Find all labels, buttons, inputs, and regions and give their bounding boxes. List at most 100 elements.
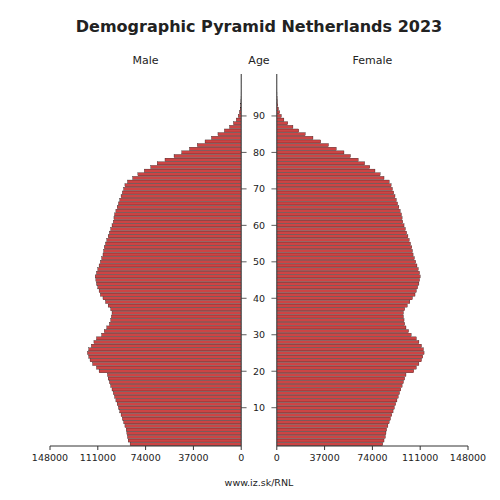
bar — [277, 384, 402, 387]
bar — [111, 315, 241, 318]
bar — [277, 173, 380, 176]
tick-mark — [241, 298, 246, 299]
series-header: Male — [133, 54, 159, 67]
tick-mark — [271, 225, 276, 226]
bar — [111, 227, 241, 230]
bar — [277, 424, 388, 427]
bar — [120, 410, 241, 413]
bar — [277, 235, 408, 238]
tick-mark — [420, 446, 421, 450]
tick-mark — [271, 261, 276, 262]
bar — [277, 264, 417, 267]
bar — [144, 169, 241, 172]
bar — [277, 224, 404, 227]
bar — [277, 242, 411, 245]
bar — [98, 286, 241, 289]
bar — [277, 238, 409, 241]
tick-mark — [241, 115, 246, 116]
bar — [277, 399, 397, 402]
bar — [277, 206, 399, 209]
bar — [127, 432, 241, 435]
tick-label: 37000 — [309, 452, 339, 463]
tick-mark — [271, 371, 276, 372]
tick-label: 148000 — [32, 452, 68, 463]
bar — [277, 195, 395, 198]
bar — [277, 326, 406, 329]
tick-mark — [97, 446, 98, 450]
bar — [277, 253, 413, 256]
bar — [277, 435, 386, 438]
bar — [277, 311, 404, 314]
tick-mark — [372, 446, 373, 450]
bar — [107, 326, 241, 329]
bar — [277, 114, 282, 117]
bar — [128, 439, 241, 442]
bar — [277, 428, 387, 431]
bar — [277, 410, 393, 413]
bar — [277, 162, 365, 165]
tick-mark — [50, 446, 51, 450]
bar — [103, 297, 241, 300]
bar — [277, 213, 402, 216]
bar — [277, 282, 419, 285]
bar — [90, 359, 241, 362]
tick-mark — [241, 152, 246, 153]
bar — [133, 176, 242, 179]
tick-label: 111000 — [80, 452, 116, 463]
tick-mark — [241, 225, 246, 226]
bar — [277, 297, 413, 300]
series-header: Female — [353, 54, 393, 67]
bar — [108, 377, 241, 380]
tick-label: 90 — [253, 110, 265, 121]
bar — [277, 406, 395, 409]
bar — [97, 271, 242, 274]
bar — [91, 344, 241, 347]
tick-mark — [271, 188, 276, 189]
bar — [277, 395, 398, 398]
chart-container: Demographic Pyramid Netherlands 2023Male… — [0, 0, 500, 500]
bar — [125, 184, 241, 187]
bar — [277, 220, 403, 223]
bar — [277, 260, 416, 263]
bar — [277, 286, 418, 289]
bar — [230, 125, 242, 128]
bar — [277, 184, 391, 187]
tick-label: 50 — [253, 256, 265, 267]
bar — [277, 275, 420, 278]
bar — [197, 144, 241, 147]
tick-mark — [271, 115, 276, 116]
bar — [277, 289, 417, 292]
tick-label: 20 — [253, 366, 265, 377]
bar — [277, 268, 418, 271]
bar — [113, 392, 241, 395]
chart-svg: Demographic Pyramid Netherlands 2023Male… — [0, 0, 500, 500]
bar — [277, 187, 393, 190]
bar — [122, 417, 241, 420]
bar — [277, 271, 420, 274]
bar — [236, 118, 241, 121]
bar — [97, 366, 242, 369]
bar — [277, 129, 299, 132]
tick-mark — [193, 446, 194, 450]
bar — [109, 381, 241, 384]
tick-mark — [271, 407, 276, 408]
bar — [277, 421, 389, 424]
bar — [277, 136, 313, 139]
bar — [165, 158, 241, 161]
bar — [102, 257, 242, 260]
bar — [277, 293, 415, 296]
tick-mark — [145, 446, 146, 450]
tick-label: 80 — [253, 147, 265, 158]
bar — [99, 264, 241, 267]
center-line — [276, 74, 277, 446]
bar — [277, 191, 394, 194]
bar — [114, 217, 241, 220]
bar — [277, 348, 424, 351]
bar — [277, 359, 422, 362]
bar — [277, 439, 384, 442]
center-line — [241, 74, 242, 446]
bar — [121, 195, 241, 198]
age-axis: 102030405060708090 — [241, 74, 277, 446]
bar — [138, 173, 241, 176]
tick-label: 37000 — [178, 452, 208, 463]
